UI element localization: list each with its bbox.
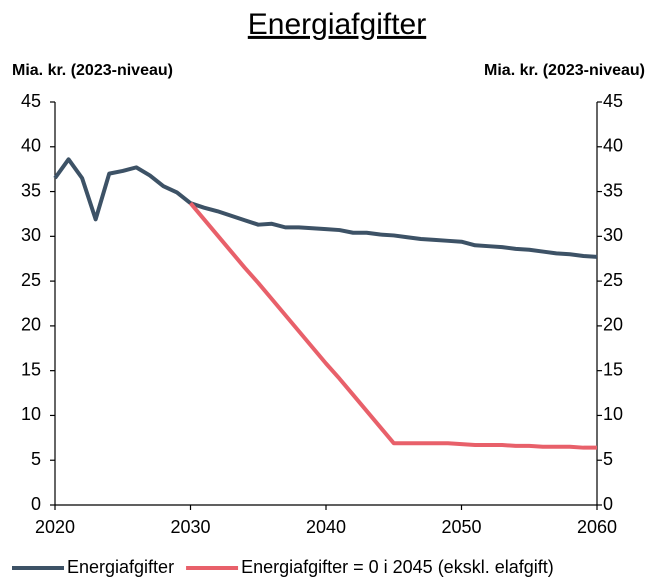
x-tick-label: 2050 [441,517,481,537]
y-tick-label: 45 [21,91,41,111]
y-tick-label: 30 [21,225,41,245]
y2-axis-label: Mia. kr. (2023-niveau) [484,62,645,79]
y-tick-label: 25 [21,270,41,290]
chart-title: Energiafgifter [248,8,426,41]
x-tick-label: 2030 [170,517,210,537]
y-tick-label: 0 [31,494,41,514]
y2-tick-label: 25 [603,270,623,290]
y-tick-label: 15 [21,359,41,379]
y2-tick-label: 10 [603,404,623,424]
y2-tick-label: 35 [603,180,623,200]
y-axis-label: Mia. kr. (2023-niveau) [12,62,173,79]
y-tick-label: 5 [31,449,41,469]
y-tick-label: 20 [21,315,41,335]
y2-tick-label: 45 [603,91,623,111]
y2-tick-label: 30 [603,225,623,245]
y2-tick-label: 40 [603,136,623,156]
y-tick-label: 35 [21,180,41,200]
legend-label: Energiafgifter = 0 i 2045 (ekskl. elafgi… [241,557,554,577]
y2-tick-label: 0 [603,494,613,514]
x-tick-label: 2040 [306,517,346,537]
x-tick-label: 2020 [35,517,75,537]
y2-tick-label: 15 [603,359,623,379]
y2-tick-label: 20 [603,315,623,335]
data-line [188,201,597,450]
data-line [53,157,598,259]
y-tick-label: 10 [21,404,41,424]
x-tick-label: 2060 [577,517,617,537]
y-tick-label: 40 [21,136,41,156]
y2-tick-label: 5 [603,449,613,469]
legend-label: Energiafgifter [67,557,174,577]
